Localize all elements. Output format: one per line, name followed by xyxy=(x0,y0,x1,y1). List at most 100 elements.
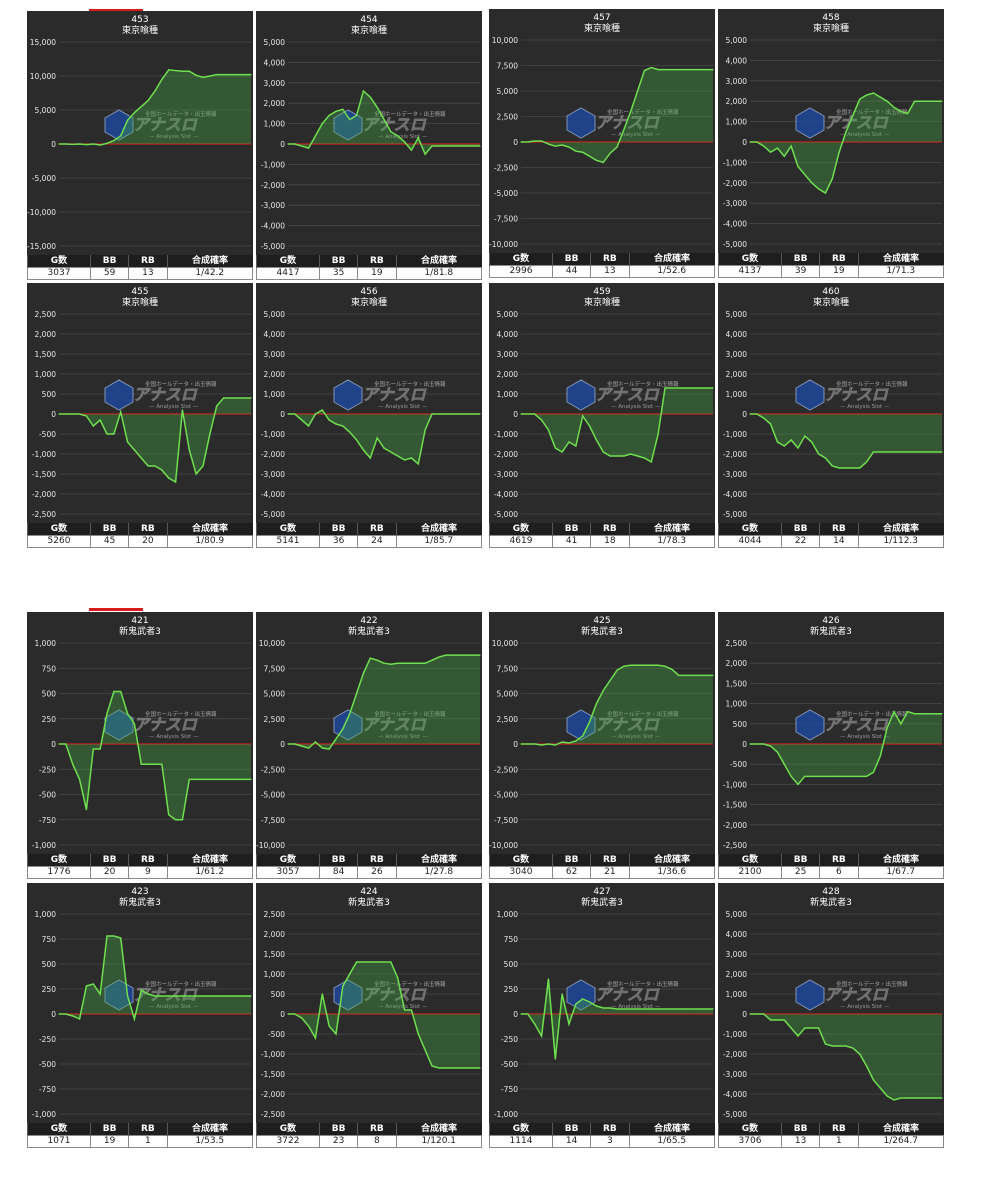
stats-header-rb: RB xyxy=(128,1123,167,1136)
data-point xyxy=(72,143,74,145)
data-point xyxy=(349,118,351,121)
y-tick-label: -1,000 xyxy=(32,841,56,850)
data-point xyxy=(202,778,204,780)
stats-header-bb: BB xyxy=(551,1123,591,1136)
data-point xyxy=(301,145,303,147)
stats-value-bb: 39 xyxy=(780,265,821,278)
data-point xyxy=(643,457,646,459)
stats-value-rb: 1 xyxy=(819,1135,859,1148)
stats-table: G数 BB RB 合成確率 1114 14 3 1/65.5 xyxy=(489,1123,715,1148)
chart-panel: -10,000 -7,500 -5,000 -2,500 0 2,500 5,000 7,50… xyxy=(489,612,715,854)
data-point xyxy=(188,449,190,451)
stats-header-rate: 合成確率 xyxy=(395,523,482,536)
y-tick-label: 1,000 xyxy=(497,910,519,919)
data-point xyxy=(106,433,108,435)
data-point xyxy=(383,662,385,664)
machine-card-426: -2,500 -2,000 -1,500 -1,000 -500 0 500 1,000 1,5… xyxy=(718,612,944,879)
data-point xyxy=(181,995,184,997)
y-tick-label: -1,000 xyxy=(261,160,285,169)
data-point xyxy=(756,743,758,745)
y-tick-label: -3,000 xyxy=(723,1070,747,1079)
stats-header-rate: 合成確率 xyxy=(628,854,715,867)
data-point xyxy=(465,145,467,147)
data-point xyxy=(431,413,433,415)
stats-value-bb: 22 xyxy=(780,535,821,548)
data-point xyxy=(623,455,625,457)
y-tick-label: 1,500 xyxy=(35,350,57,359)
stats-header-rate: 合成確率 xyxy=(857,854,944,867)
stats-value-rb: 9 xyxy=(128,866,168,879)
data-point xyxy=(623,129,625,131)
y-tick-label: 1,500 xyxy=(726,679,748,688)
data-point xyxy=(72,413,74,415)
watermark-main-text: アナスロ xyxy=(362,985,427,1004)
y-tick-label: 3,000 xyxy=(497,350,519,359)
data-point xyxy=(65,1013,67,1015)
data-point xyxy=(691,1008,694,1010)
y-tick-label: 500 xyxy=(42,960,57,969)
data-point xyxy=(783,763,785,765)
chart-panel: -1,000 -750 -500 -250 0 250 500 750 1,000 全国ホールデー… xyxy=(27,883,253,1123)
data-point xyxy=(216,995,218,997)
data-point xyxy=(58,143,60,145)
data-point xyxy=(458,654,461,656)
data-point xyxy=(941,713,943,715)
data-point xyxy=(321,747,323,749)
data-point xyxy=(229,778,232,780)
y-tick-label: 4,000 xyxy=(726,330,748,339)
stats-value-games: 2100 xyxy=(718,866,782,879)
data-point xyxy=(78,778,81,780)
y-tick-label: 4,000 xyxy=(264,330,286,339)
machine-number: 455 xyxy=(131,287,149,297)
machine-model-name: 東京喰種 xyxy=(583,24,620,34)
top-mark-red-2 xyxy=(89,608,143,611)
data-point xyxy=(790,1027,792,1029)
stats-header-games: G数 xyxy=(256,523,320,536)
data-point xyxy=(776,1019,779,1021)
y-tick-label: 1,000 xyxy=(35,370,57,379)
y-tick-label: -500 xyxy=(39,1060,56,1069)
y-tick-label: 4,000 xyxy=(497,330,519,339)
chart-svg: -1,000 -750 -500 -250 0 250 500 750 1,000 全国ホールデー… xyxy=(32,639,252,850)
chart-svg: -5,000 -4,000 -3,000 -2,000 -1,000 0 1,000 2,00… xyxy=(261,310,481,519)
data-point xyxy=(99,993,101,995)
stats-value-rb: 13 xyxy=(590,265,630,278)
data-point xyxy=(465,1067,467,1069)
machine-number: 423 xyxy=(131,887,149,897)
data-point xyxy=(705,68,707,71)
data-point xyxy=(92,143,94,145)
watermark-tagline: — Analysis Slot — xyxy=(611,132,661,138)
data-point xyxy=(174,995,177,997)
watermark-main-text: アナスロ xyxy=(595,985,660,1004)
data-point xyxy=(342,425,344,427)
data-point xyxy=(85,144,88,146)
data-point xyxy=(78,143,81,145)
stats-table: G数 BB RB 合成確率 1071 19 1 1/53.5 xyxy=(27,1123,253,1148)
y-tick-label: -1,000 xyxy=(261,430,285,439)
y-tick-label: -500 xyxy=(730,760,747,769)
data-point xyxy=(397,977,399,979)
watermark-small-text: 全国ホールデータ・出玉情報 xyxy=(607,380,679,388)
data-point xyxy=(154,90,156,92)
y-tick-label: 5,000 xyxy=(264,310,286,319)
y-tick-label: 500 xyxy=(42,690,57,699)
stats-header-rate: 合成確率 xyxy=(395,854,482,867)
data-point xyxy=(804,174,806,176)
data-point xyxy=(900,723,902,725)
y-tick-label: -5,000 xyxy=(261,242,285,251)
data-point xyxy=(845,775,847,777)
stats-value-games: 3057 xyxy=(256,866,320,879)
data-point xyxy=(554,447,556,449)
y-tick-label: -1,000 xyxy=(723,780,747,789)
data-point xyxy=(140,457,142,459)
data-point xyxy=(893,106,895,108)
data-point xyxy=(776,147,779,149)
data-point xyxy=(636,664,639,666)
data-point xyxy=(250,74,252,76)
y-tick-label: -5,000 xyxy=(32,174,56,183)
data-point xyxy=(188,995,190,997)
data-point xyxy=(58,1013,60,1015)
chart-panel: -5,000 -4,000 -3,000 -2,000 -1,000 0 1,000 2,00… xyxy=(256,11,482,255)
stats-header-bb: BB xyxy=(89,1123,129,1136)
